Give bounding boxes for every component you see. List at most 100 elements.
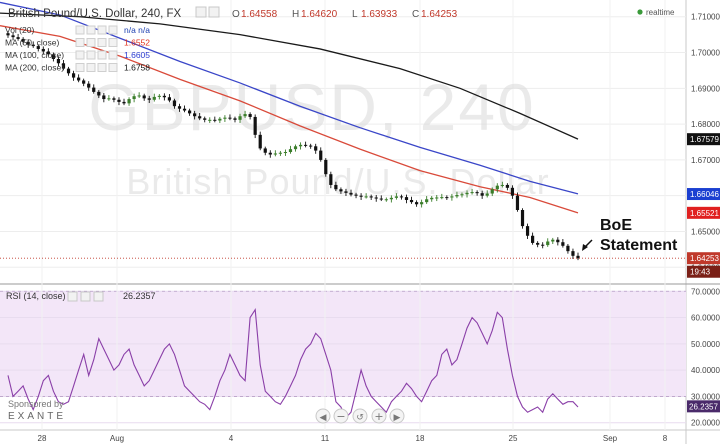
- candle-body: [551, 239, 555, 242]
- candle-body: [87, 83, 91, 88]
- indicator-legend: Vol (20) n/a n/a MA (50, close) 1.6552 MA (1…: [5, 25, 150, 73]
- indicator-button: [97, 63, 107, 72]
- header-settings-button[interactable]: [195, 6, 207, 18]
- candle-body: [425, 199, 429, 203]
- zoom-in-button[interactable]: +: [371, 408, 387, 424]
- candle-body: [223, 117, 227, 119]
- candle-body: [364, 196, 368, 198]
- candle-body: [152, 96, 156, 100]
- candle-body: [520, 210, 525, 227]
- time-tick-label: Sep: [603, 434, 618, 443]
- rsi-tick-label: 60.0000: [691, 314, 720, 323]
- candle-body: [107, 98, 111, 100]
- header: British Pound/U.S. Dollar, 240, FX O 1.64…: [8, 6, 675, 20]
- rsi-tick-label: 70.0000: [691, 287, 720, 296]
- rsi-settings-button[interactable]: [67, 291, 78, 302]
- candle-body: [102, 95, 106, 100]
- candle-body: [31, 44, 35, 47]
- time-tick-label: 18: [416, 434, 425, 443]
- candle-body: [61, 63, 66, 69]
- candle-body: [298, 144, 303, 147]
- rsi-axis: 70.0000 60.0000 50.0000 40.0000 30.0000 20.00…: [691, 287, 720, 427]
- candle-body: [440, 197, 444, 199]
- indicator-button: [86, 63, 96, 72]
- scroll-left-button[interactable]: ◀: [315, 408, 331, 424]
- candle-body: [319, 150, 323, 160]
- candle-body: [132, 96, 136, 100]
- candle-body: [455, 194, 459, 197]
- candle-body: [203, 118, 207, 120]
- ohlc-key: H: [292, 9, 299, 20]
- candle-body: [167, 97, 172, 101]
- candle-body: [531, 235, 535, 243]
- candle-body: [177, 106, 182, 109]
- rsi-line: [7, 308, 579, 419]
- header-close-button[interactable]: [208, 6, 220, 18]
- indicator-button: [108, 63, 118, 72]
- time-tick-label: Aug: [110, 434, 124, 443]
- candle-body: [465, 192, 469, 195]
- indicator-name: MA (100, close): [5, 50, 64, 60]
- candle-body: [127, 99, 131, 104]
- candle-body: [21, 38, 25, 42]
- candle-body: [399, 196, 404, 198]
- indicator-button: [86, 25, 96, 35]
- candle-body: [470, 192, 474, 194]
- rsi-visibility-button[interactable]: [80, 291, 91, 302]
- candle-body: [92, 87, 96, 92]
- candle-body: [304, 144, 308, 146]
- candle-body: [485, 193, 489, 196]
- candle-body: [82, 80, 86, 84]
- candle-body: [233, 118, 237, 120]
- candle-body: [117, 99, 121, 102]
- price-tick-label: 1.67000: [691, 156, 720, 165]
- rsi-tick-label: 20.0000: [691, 419, 720, 428]
- candle-body: [26, 41, 30, 45]
- candle-body: [112, 98, 116, 100]
- candle-body: [66, 68, 71, 74]
- candles: [6, 31, 580, 261]
- candle-body: [480, 193, 484, 196]
- candle-body: [268, 152, 272, 155]
- chart-navigation: ◀ − ↺ + ▶: [315, 408, 405, 424]
- candle-body: [253, 116, 257, 135]
- candle-body: [11, 35, 15, 38]
- candle-body: [122, 101, 126, 104]
- time-tick-label: 8: [663, 434, 668, 443]
- candle-body: [334, 184, 338, 190]
- candle-body: [36, 46, 40, 49]
- scroll-right-button[interactable]: ▶: [389, 408, 405, 424]
- indicator-button: [75, 63, 85, 72]
- ma-line: [0, 12, 579, 140]
- zoom-reset-button[interactable]: ↺: [352, 408, 368, 424]
- candle-body: [546, 241, 550, 246]
- candle-body: [329, 174, 333, 185]
- ohlc-key: C: [412, 9, 419, 20]
- time-axis: 28 Aug 4 11 18 25 Sep 8: [38, 434, 668, 443]
- rsi-tick-label: 40.0000: [691, 366, 720, 375]
- indicator-value: 1.6758: [124, 63, 150, 73]
- rsi-close-button[interactable]: [93, 291, 104, 302]
- candle-body: [182, 108, 187, 111]
- candle-body: [379, 198, 383, 200]
- zoom-out-button[interactable]: −: [333, 408, 349, 424]
- candle-body: [71, 73, 76, 78]
- ohlc-values: O 1.64558 H 1.64620 L 1.63933 C 1.64253: [232, 9, 458, 20]
- indicator-value: 1.6605: [124, 50, 150, 60]
- candle-body: [142, 95, 146, 99]
- svg-text:▶: ▶: [394, 413, 401, 423]
- time-tick-label: 4: [229, 434, 234, 443]
- svg-text:↺: ↺: [356, 413, 364, 423]
- candle-body: [561, 242, 565, 246]
- candle-body: [218, 118, 222, 121]
- candle-body: [243, 114, 247, 117]
- realtime-label: realtime: [646, 8, 675, 17]
- candle-body: [505, 184, 509, 188]
- candle-body: [77, 77, 81, 81]
- rsi-badge-label: 26.2357: [689, 402, 718, 411]
- ohlc-value: 1.64620: [301, 9, 338, 20]
- candle-body: [475, 192, 479, 194]
- indicator-name: Vol (20): [5, 25, 34, 35]
- candle-body: [460, 194, 464, 196]
